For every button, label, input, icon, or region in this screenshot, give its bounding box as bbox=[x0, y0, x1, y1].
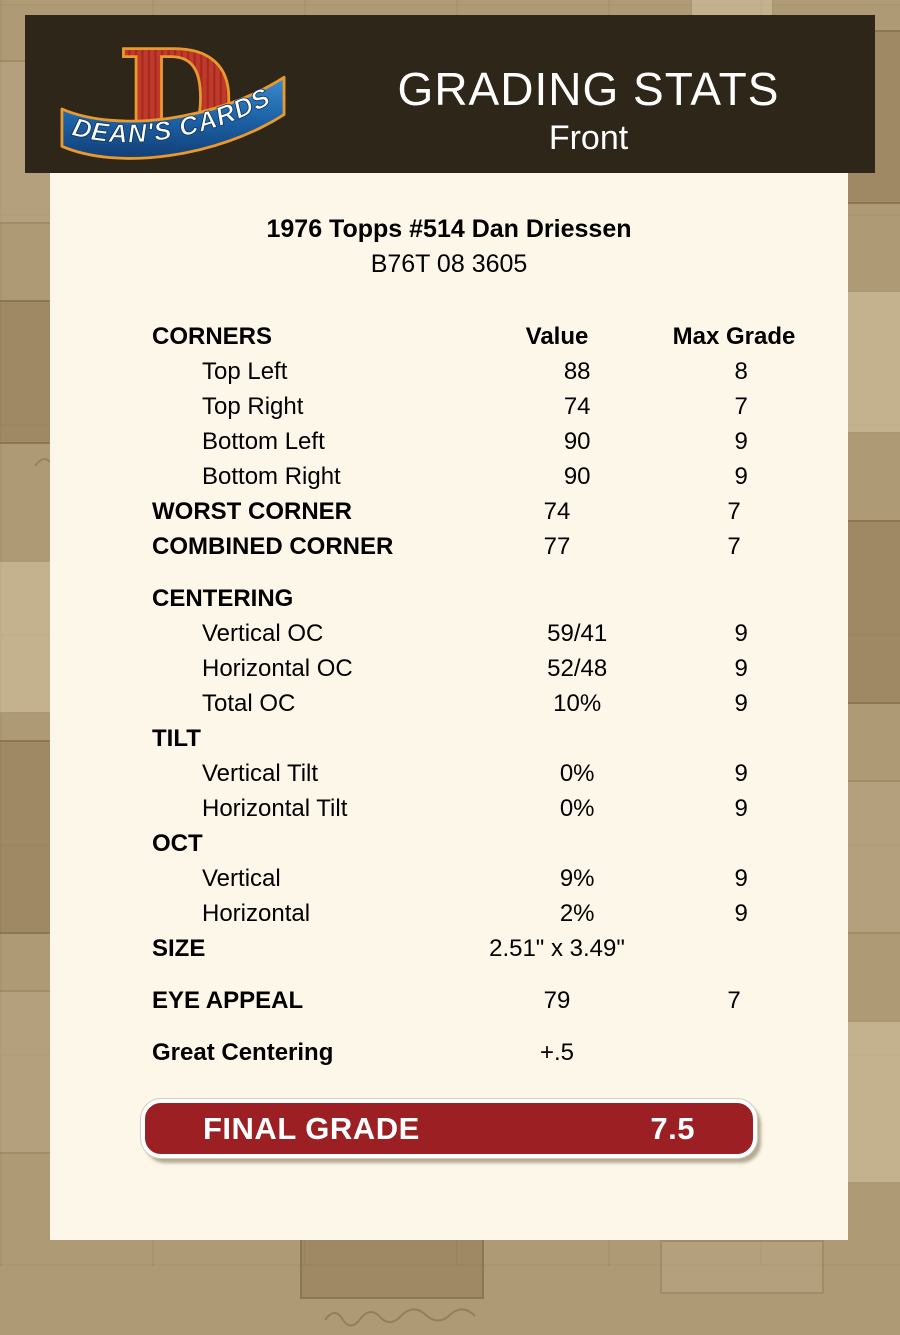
row-label: Top Left bbox=[202, 358, 288, 385]
table-row: CENTERING bbox=[152, 581, 831, 616]
table-row: SIZE 2.51" x 3.49" bbox=[152, 931, 831, 966]
row-label: Vertical Tilt bbox=[202, 760, 319, 787]
table-row: Vertical OC 59/41 9 bbox=[152, 616, 831, 651]
row-label: Vertical bbox=[202, 865, 281, 892]
table-row: TILT bbox=[152, 721, 831, 756]
final-grade-value: 7.5 bbox=[650, 1110, 695, 1146]
card-code: B76T 08 3605 bbox=[370, 250, 528, 278]
header-banner: D DEAN'S CARDS GRADING STATS Front bbox=[25, 15, 875, 173]
row-value: 2% bbox=[559, 900, 595, 927]
logo-ribbon bbox=[60, 75, 286, 160]
table-row: Total OC 10% 9 bbox=[152, 686, 831, 721]
page-title: GRADING STATS bbox=[397, 63, 780, 115]
row-max-grade: 7 bbox=[727, 533, 741, 560]
row-value: 74 bbox=[563, 393, 591, 420]
ghost-card bbox=[660, 1240, 824, 1294]
row-value: 90 bbox=[563, 463, 591, 490]
row-label: OCT bbox=[152, 830, 203, 857]
table-row: Vertical Tilt 0% 9 bbox=[152, 756, 831, 791]
row-max-grade bbox=[637, 931, 831, 966]
row-value: +.5 bbox=[539, 1039, 575, 1066]
card-title: 1976 Topps #514 Dan Driessen bbox=[266, 215, 632, 243]
row-value: 79 bbox=[543, 987, 571, 1014]
row-label: CORNERS bbox=[152, 323, 273, 350]
row-value bbox=[477, 721, 637, 756]
table-row: Great Centering +.5 bbox=[152, 1035, 831, 1070]
row-max-grade: Max Grade bbox=[672, 323, 796, 350]
stats-table: CORNERS Value Max Grade Top Left 88 8 To… bbox=[152, 319, 831, 1070]
table-row: CORNERS Value Max Grade bbox=[152, 319, 831, 354]
row-label: Top Right bbox=[202, 393, 304, 420]
row-max-grade: 7 bbox=[734, 393, 748, 420]
row-label: Great Centering bbox=[152, 1039, 334, 1066]
page-subtitle: Front bbox=[548, 119, 629, 157]
row-label: Horizontal Tilt bbox=[202, 795, 348, 822]
table-row: Top Left 88 8 bbox=[152, 354, 831, 389]
row-value: 10% bbox=[553, 690, 602, 717]
row-label: CENTERING bbox=[152, 585, 294, 612]
content-panel: 1976 Topps #514 Dan Driessen B76T 08 360… bbox=[50, 173, 848, 1240]
row-max-grade bbox=[637, 721, 831, 756]
row-label: Horizontal OC bbox=[202, 655, 353, 682]
row-value: 77 bbox=[543, 533, 571, 560]
row-label: TILT bbox=[152, 725, 201, 752]
table-row: Top Right 74 7 bbox=[152, 389, 831, 424]
table-row: Horizontal OC 52/48 9 bbox=[152, 651, 831, 686]
table-row: Horizontal Tilt 0% 9 bbox=[152, 791, 831, 826]
row-max-grade: 9 bbox=[734, 463, 748, 490]
row-value: 52/48 bbox=[547, 655, 608, 682]
table-row: COMBINED CORNER 77 7 bbox=[152, 529, 831, 564]
row-label: WORST CORNER bbox=[152, 498, 352, 525]
row-max-grade: 7 bbox=[727, 987, 741, 1014]
row-max-grade: 9 bbox=[734, 795, 748, 822]
table-row: Bottom Left 90 9 bbox=[152, 424, 831, 459]
row-value: 74 bbox=[543, 498, 571, 525]
row-max-grade bbox=[637, 826, 831, 861]
table-row: Horizontal 2% 9 bbox=[152, 896, 831, 931]
deans-cards-logo: D DEAN'S CARDS bbox=[60, 25, 286, 165]
final-grade-label: FINAL GRADE bbox=[203, 1110, 420, 1146]
row-value: 9% bbox=[559, 865, 595, 892]
table-row: WORST CORNER 74 7 bbox=[152, 494, 831, 529]
row-max-grade: 9 bbox=[734, 900, 748, 927]
row-value: 0% bbox=[559, 795, 595, 822]
row-max-grade: 9 bbox=[734, 428, 748, 455]
row-value: 59/41 bbox=[547, 620, 608, 647]
row-max-grade: 9 bbox=[734, 760, 748, 787]
table-row: Vertical 9% 9 bbox=[152, 861, 831, 896]
row-max-grade bbox=[637, 1035, 831, 1070]
row-value: Value bbox=[525, 323, 589, 350]
row-max-grade bbox=[637, 581, 831, 616]
header-titles: GRADING STATS Front bbox=[310, 63, 867, 161]
row-value: 90 bbox=[563, 428, 591, 455]
row-label: Horizontal bbox=[202, 900, 311, 927]
row-label: Vertical OC bbox=[202, 620, 324, 647]
row-value: 88 bbox=[563, 358, 591, 385]
row-max-grade: 9 bbox=[734, 620, 748, 647]
row-value bbox=[477, 826, 637, 861]
row-value bbox=[477, 581, 637, 616]
row-max-grade: 7 bbox=[727, 498, 741, 525]
row-label: Bottom Left bbox=[202, 428, 325, 455]
row-max-grade: 9 bbox=[734, 690, 748, 717]
final-grade-badge: FINAL GRADE 7.5 bbox=[141, 1099, 757, 1158]
table-row: EYE APPEAL 79 7 bbox=[152, 983, 831, 1018]
handwriting-squiggle bbox=[324, 1308, 476, 1327]
ghost-card bbox=[300, 1235, 484, 1299]
table-row: Bottom Right 90 9 bbox=[152, 459, 831, 494]
table-row: OCT bbox=[152, 826, 831, 861]
row-value: 0% bbox=[559, 760, 595, 787]
row-label: Bottom Right bbox=[202, 463, 341, 490]
row-label: EYE APPEAL bbox=[152, 987, 304, 1014]
row-label: SIZE bbox=[152, 935, 206, 962]
row-max-grade: 9 bbox=[734, 655, 748, 682]
row-label: Total OC bbox=[202, 690, 296, 717]
row-label: COMBINED CORNER bbox=[152, 533, 394, 560]
row-max-grade: 9 bbox=[734, 865, 748, 892]
row-value: 2.51" x 3.49" bbox=[489, 935, 625, 962]
row-max-grade: 8 bbox=[734, 358, 748, 385]
